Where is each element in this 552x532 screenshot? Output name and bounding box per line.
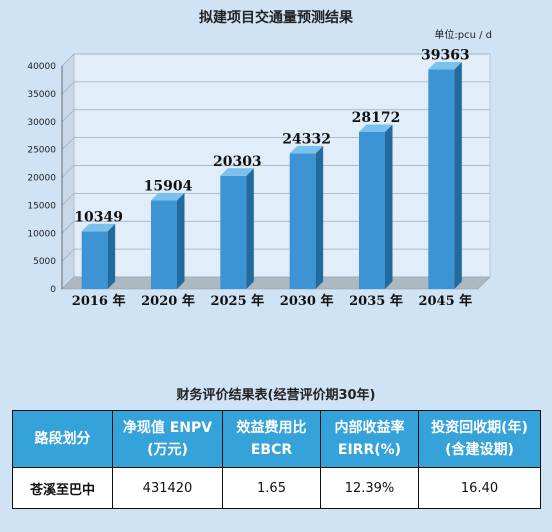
financial-evaluation-table: 路段划分 净现值 ENPV (万元) 效益费用比 EBCR 内部收益率 EIRR(%)…: [12, 410, 541, 509]
bar: [81, 231, 108, 289]
header-enpv: 净现值 ENPV (万元): [112, 410, 223, 468]
bar-top: [220, 168, 254, 176]
cell-eirr: 12.39%: [320, 467, 419, 509]
header-segment: 路段划分: [12, 410, 113, 468]
y-tick-label: 20000: [27, 174, 56, 184]
bar-top: [428, 62, 462, 70]
data-label: 15904: [144, 178, 193, 194]
data-label: 20303: [213, 154, 262, 170]
x-tick-label: 2025 年: [210, 293, 264, 309]
y-tick-label: 15000: [27, 201, 56, 211]
bar: [289, 153, 316, 289]
chart-title: 拟建项目交通量预测结果: [199, 9, 354, 26]
bar-side: [246, 168, 254, 289]
bar-chart: 0 5000 10000 15000 20000 25000 30000 35000 40000…: [27, 9, 492, 309]
gridline: [61, 193, 490, 206]
cell-ebcr: 1.65: [222, 467, 321, 509]
y-tick-label: 5000: [33, 257, 56, 267]
header-eirr: 内部收益率 EIRR(%): [320, 410, 419, 468]
bar-side: [454, 62, 462, 290]
plot-floor: [61, 276, 491, 290]
y-tick-label: 35000: [27, 90, 56, 100]
bar-top: [151, 192, 185, 201]
bar: [359, 131, 385, 289]
table-header-row: 路段划分 净现值 ENPV (万元) 效益费用比 EBCR 内部收益率 EIRR(%)…: [12, 410, 541, 468]
table-section: 财务评价结果表(经营评价期30年) 路段划分 净现值 ENPV (万元) 效益费用…: [0, 322, 552, 532]
x-tick-label: 2016 年: [72, 293, 126, 309]
y-tick-label: 10000: [27, 229, 56, 239]
x-tick-label: 2030 年: [280, 293, 334, 309]
data-label: 24332: [282, 131, 331, 147]
gridline: [61, 220, 490, 234]
table-title: 财务评价结果表(经营评价期30年): [176, 388, 376, 403]
table-row: 苍溪至巴中 431420 1.65 12.39% 16.40: [12, 467, 541, 509]
gridline: [61, 81, 490, 95]
header-payback: 投资回收期(年) (含建设期): [418, 410, 541, 468]
cell-payback: 16.40: [418, 467, 541, 509]
bar-top: [81, 223, 116, 232]
gridline: [61, 165, 490, 178]
bar: [428, 69, 455, 290]
bar-side: [315, 145, 324, 289]
cell-enpv: 431420: [112, 467, 223, 509]
bar-side: [177, 192, 185, 289]
bar-side: [385, 124, 393, 289]
header-ebcr: 效益费用比 EBCR: [222, 410, 321, 468]
data-label: 10349: [74, 209, 123, 225]
bar-side: [107, 223, 116, 289]
bar: [220, 175, 247, 289]
y-tick-label: 25000: [27, 146, 56, 156]
x-tick-label: 2020 年: [141, 293, 195, 309]
x-tick-label: 2045 年: [418, 293, 472, 309]
cell-segment: 苍溪至巴中: [12, 467, 113, 509]
x-tick-label: 2035 年: [349, 293, 403, 309]
y-tick-label: 30000: [27, 118, 56, 128]
gridline: [61, 248, 490, 262]
chart-panel: 0 5000 10000 15000 20000 25000 30000 35000 40000…: [27, 9, 492, 309]
y-tick-label: 40000: [27, 62, 56, 72]
data-label: 28172: [352, 110, 401, 126]
gridline: [61, 109, 490, 122]
gridline: [61, 276, 490, 290]
bar-top: [289, 145, 324, 154]
data-label: 39363: [421, 48, 470, 64]
bar-top: [359, 124, 393, 132]
y-tick-label: 0: [50, 285, 56, 295]
gridline: [61, 53, 490, 67]
gridline: [61, 137, 490, 150]
unit-label: 单位:pcu / d: [434, 28, 492, 41]
bar: [151, 200, 177, 289]
